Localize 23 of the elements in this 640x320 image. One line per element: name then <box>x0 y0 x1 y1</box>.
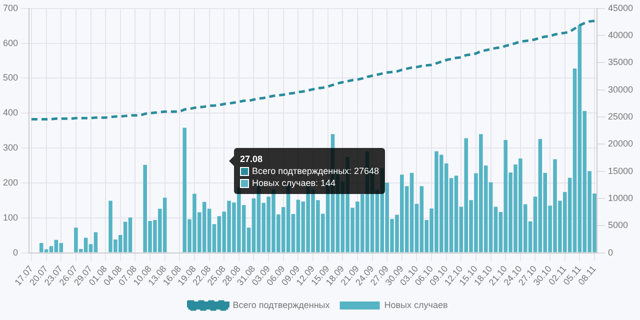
y2-tick-label: 20000 <box>608 138 634 149</box>
y-tick-label: 0 <box>13 247 18 258</box>
y2-tick-label: 45000 <box>608 2 634 13</box>
y-tick-label: 200 <box>2 177 18 188</box>
y-tick-label: 700 <box>2 2 18 13</box>
annotation: Новых случаев: 144 <box>252 177 336 189</box>
legend-label: Новых случаев <box>384 300 448 310</box>
y-tick-label: 400 <box>2 108 18 118</box>
y2-tick-label: 35000 <box>608 57 634 68</box>
y2-tick-label: 40000 <box>608 30 634 40</box>
y-tick-label: 300 <box>2 142 18 153</box>
y-tick-label: 100 <box>2 212 18 222</box>
annotation: Всего подтвержденных: 27648 <box>252 165 380 177</box>
y-tick-label: 500 <box>2 72 18 83</box>
y-tick-label: 600 <box>2 38 18 48</box>
y2-tick-label: 5000 <box>608 220 628 230</box>
y2-tick-label: 0 <box>608 247 613 258</box>
y2-tick-label: 10000 <box>608 192 634 203</box>
y2-tick-label: 15000 <box>608 166 634 176</box>
annotation: 27.08 <box>240 153 263 165</box>
y2-tick-label: 30000 <box>608 84 634 94</box>
y2-tick-label: 25000 <box>608 112 634 122</box>
legend-label: Всего подтвержденных <box>232 300 330 310</box>
